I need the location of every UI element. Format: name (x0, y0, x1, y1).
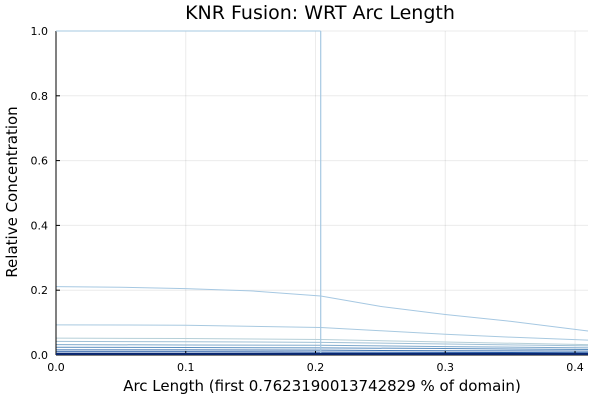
x-tick-label: 0.1 (177, 361, 195, 374)
x-tick-label: 0.2 (307, 361, 325, 374)
y-tick-label: 0.2 (31, 284, 49, 297)
x-tick-label: 0.3 (437, 361, 455, 374)
x-tick-label: 0.0 (47, 361, 65, 374)
y-tick-label: 0.8 (31, 90, 49, 103)
y-tick-label: 0.4 (31, 219, 49, 232)
x-axis-label: Arc Length (first 0.7623190013742829 % o… (123, 377, 521, 395)
y-tick-label: 1.0 (31, 25, 49, 38)
x-tick-label: 0.4 (566, 361, 584, 374)
series-group (55, 286, 589, 355)
y-axis-label: Relative Concentration (3, 106, 21, 277)
x-tick-labels: 0.0 0.1 0.2 0.3 0.4 (47, 361, 584, 374)
y-tick-label: 0.0 (31, 349, 49, 362)
series-line-2 (55, 324, 589, 341)
grid (55, 30, 588, 356)
series-line-7 (56, 349, 589, 352)
series-line-8 (56, 351, 589, 354)
y-tick-labels: 0.0 0.2 0.4 0.6 0.8 1.0 (31, 25, 49, 362)
chart-title: KNR Fusion: WRT Arc Length (185, 2, 455, 24)
series-line-1 (55, 286, 589, 332)
plot-frame (55, 30, 588, 356)
y-tick-label: 0.6 (31, 155, 49, 168)
